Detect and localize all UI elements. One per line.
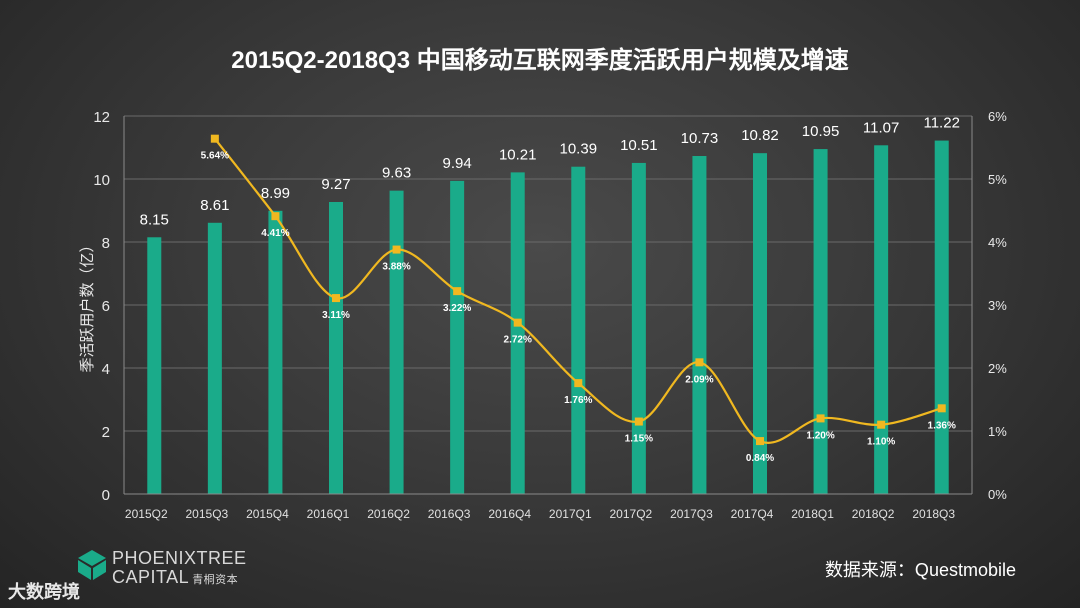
y-tick-label: 0 <box>102 487 110 504</box>
bar <box>571 166 586 494</box>
logo-mark-icon <box>78 550 106 580</box>
watermark-text: 大数跨境 <box>8 582 80 602</box>
x-tick-label: 2015Q2 <box>125 507 168 521</box>
bar-value-label: 8.61 <box>200 197 229 214</box>
y-tick-label: 4 <box>102 361 110 378</box>
bar <box>874 145 889 495</box>
bar-value-label: 11.22 <box>923 115 959 132</box>
line-point <box>513 318 522 327</box>
line-point <box>634 417 643 426</box>
bar-value-label: 10.82 <box>741 127 779 144</box>
x-tick-label: 2018Q1 <box>791 507 834 521</box>
x-tick-label: 2018Q2 <box>852 507 895 521</box>
bar-value-label: 9.63 <box>382 165 411 182</box>
y-tick-label: 6 <box>102 298 110 315</box>
line-value-label: 1.20% <box>806 430 834 441</box>
line-point <box>574 379 583 388</box>
bar <box>207 222 222 494</box>
bar-value-label: 11.07 <box>863 119 899 136</box>
line-point <box>271 212 280 221</box>
x-tick-label: 2017Q2 <box>610 507 653 521</box>
grid-layer <box>124 115 972 432</box>
bar-value-label: 10.21 <box>499 146 537 163</box>
line-value-label: 0.84% <box>746 453 774 464</box>
bar-value-label: 10.73 <box>681 130 719 147</box>
bar-value-label: 8.99 <box>261 185 290 202</box>
bar <box>510 172 525 494</box>
bars-layer <box>147 140 949 495</box>
bar <box>329 201 343 494</box>
line-value-label: 1.36% <box>928 420 956 431</box>
x-tick-label: 2017Q1 <box>549 507 592 521</box>
line-value-label: 2.72% <box>504 335 532 346</box>
bar <box>147 237 162 494</box>
x-tick-label: 2016Q4 <box>488 507 531 521</box>
y2-tick-label: 3% <box>988 298 1007 313</box>
line-value-label: 1.76% <box>564 395 592 406</box>
line-point <box>695 358 704 367</box>
bar <box>631 162 646 494</box>
line-value-label: 3.11% <box>322 310 350 321</box>
line-point <box>877 420 886 429</box>
axes-layer: 0 2 4 6 8 10 12 0% 1% 2% 3% 4% 5% 6% 季活跃用户数（亿） 2015Q2 20… <box>79 109 1007 521</box>
x-tick-label: 2015Q4 <box>246 507 289 521</box>
line-point <box>392 245 401 254</box>
y2-tick-label: 0% <box>988 487 1007 502</box>
bar-value-label: 9.27 <box>321 176 350 193</box>
line-value-label: 1.10% <box>867 437 895 448</box>
logo-text-line1: PHOENIXTREE <box>112 548 247 568</box>
bar-value-label: 10.39 <box>560 141 598 158</box>
x-tick-label: 2017Q3 <box>670 507 713 521</box>
line-value-label: 1.15% <box>625 434 653 445</box>
bar <box>268 210 283 494</box>
y2-tick-label: 4% <box>988 235 1007 250</box>
line-point <box>210 134 219 143</box>
line-value-label: 3.22% <box>443 303 471 314</box>
logo-text-capital: CAPITAL <box>112 567 190 587</box>
bar <box>450 180 465 494</box>
line-point <box>937 404 946 413</box>
bar <box>389 190 404 494</box>
bar <box>934 140 949 494</box>
y-tick-label: 8 <box>102 235 110 252</box>
logo-text-line2: CAPITAL 青桐资本 <box>112 567 238 588</box>
line-point <box>816 414 825 423</box>
chart-title: 2015Q2-2018Q3 中国移动互联网季度活跃用户规模及增速 <box>231 47 849 74</box>
x-tick-label: 2018Q3 <box>912 507 955 521</box>
y-tick-label: 2 <box>102 424 110 441</box>
bar-value-label: 8.15 <box>140 211 169 228</box>
bar <box>692 156 707 494</box>
line-layer <box>210 134 946 446</box>
bar-value-label: 10.95 <box>802 123 840 140</box>
line-value-label: 3.88% <box>382 262 410 273</box>
logo-text-cn: 青桐资本 <box>192 574 239 586</box>
bar <box>813 149 828 494</box>
y-tick-label: 12 <box>93 109 110 126</box>
x-tick-label: 2016Q1 <box>307 507 350 521</box>
y2-tick-label: 1% <box>988 424 1007 439</box>
y-tick-label: 10 <box>93 172 110 189</box>
line-value-label: 5.64% <box>201 151 229 162</box>
x-tick-label: 2016Q2 <box>367 507 410 521</box>
line-point <box>332 294 340 303</box>
x-tick-label: 2016Q3 <box>428 507 471 521</box>
y2-tick-label: 5% <box>988 172 1007 187</box>
bar-value-label: 9.94 <box>443 155 472 172</box>
line-value-label: 2.09% <box>685 374 713 385</box>
bar-value-label: 10.51 <box>620 137 658 154</box>
y2-tick-label: 6% <box>988 109 1007 124</box>
line-point <box>756 437 764 446</box>
line-point <box>453 287 462 296</box>
y2-tick-label: 2% <box>988 361 1007 376</box>
labels-layer: 8.15 8.61 8.99 9.27 9.63 9.94 10.21 10.39 10.51 1… <box>140 115 960 465</box>
y-axis-title: 季活跃用户数（亿） <box>79 237 96 372</box>
bar <box>753 153 767 495</box>
line-value-label: 4.41% <box>261 228 289 239</box>
data-source-note: 数据来源：Questmobile <box>824 560 1016 580</box>
x-tick-label: 2015Q3 <box>186 507 229 521</box>
x-tick-label: 2017Q4 <box>731 507 774 521</box>
